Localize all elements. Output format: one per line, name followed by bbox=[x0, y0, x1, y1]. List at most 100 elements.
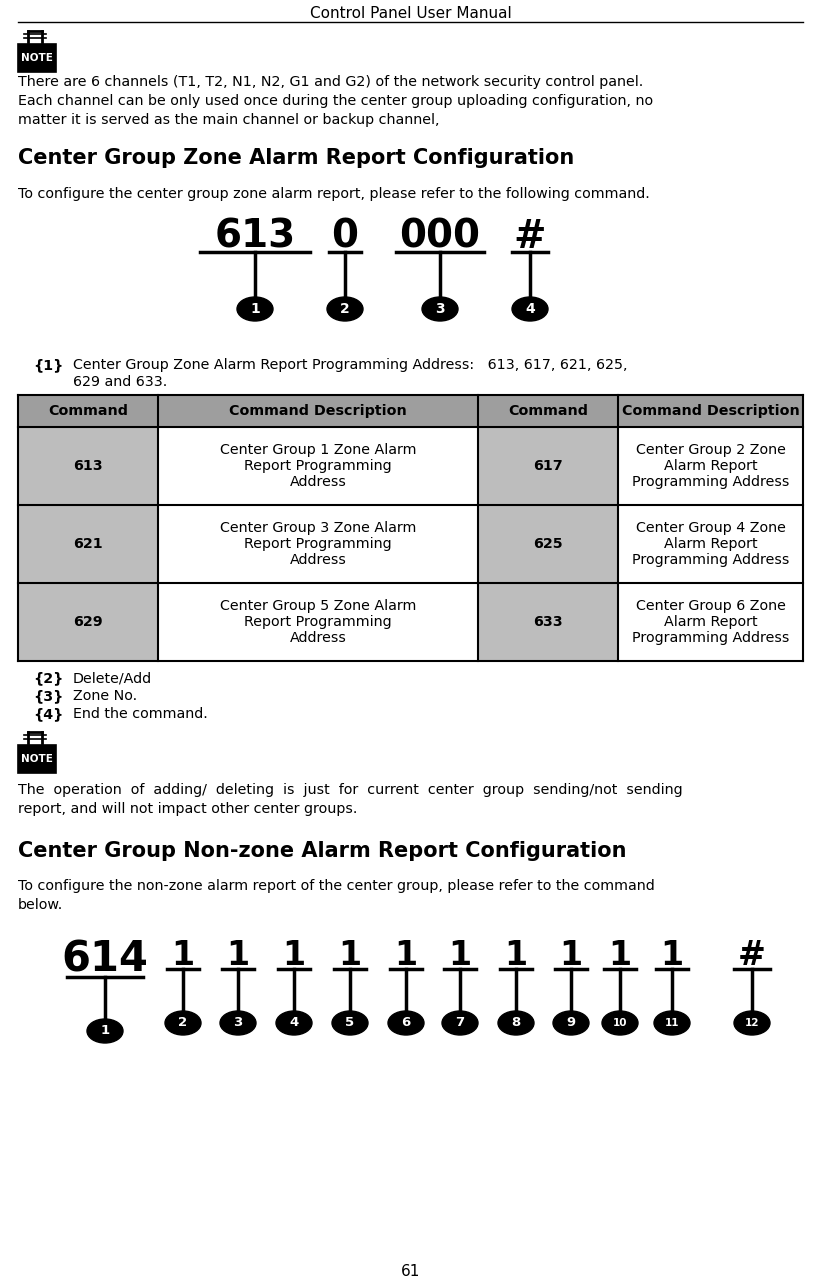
Text: NOTE: NOTE bbox=[21, 754, 53, 764]
Text: 1: 1 bbox=[338, 939, 361, 972]
Text: 614: 614 bbox=[62, 939, 149, 981]
Text: Center Group Zone Alarm Report Configuration: Center Group Zone Alarm Report Configura… bbox=[18, 148, 574, 168]
Text: 1: 1 bbox=[172, 939, 195, 972]
Text: 629: 629 bbox=[73, 615, 103, 629]
Text: Center Group 4 Zone
Alarm Report
Programming Address: Center Group 4 Zone Alarm Report Program… bbox=[632, 521, 789, 567]
Text: Center Group Zone Alarm Report Programming Address:   613, 617, 621, 625,: Center Group Zone Alarm Report Programmi… bbox=[73, 358, 627, 372]
Text: 11: 11 bbox=[665, 1019, 679, 1028]
Ellipse shape bbox=[237, 297, 273, 322]
Text: #: # bbox=[738, 939, 766, 972]
Ellipse shape bbox=[654, 1011, 690, 1035]
Text: 1: 1 bbox=[660, 939, 684, 972]
Ellipse shape bbox=[165, 1011, 201, 1035]
Text: Center Group 6 Zone
Alarm Report
Programming Address: Center Group 6 Zone Alarm Report Program… bbox=[632, 599, 789, 646]
Text: Center Group Non-zone Alarm Report Configuration: Center Group Non-zone Alarm Report Confi… bbox=[18, 841, 626, 862]
Text: 1: 1 bbox=[100, 1025, 109, 1038]
Text: To configure the non-zone alarm report of the center group, please refer to the : To configure the non-zone alarm report o… bbox=[18, 880, 655, 892]
Text: Center Group 3 Zone Alarm
Report Programming
Address: Center Group 3 Zone Alarm Report Program… bbox=[220, 521, 416, 567]
Text: 1: 1 bbox=[608, 939, 631, 972]
FancyBboxPatch shape bbox=[18, 427, 158, 505]
Text: Command Description: Command Description bbox=[229, 404, 407, 418]
Text: 0: 0 bbox=[332, 219, 359, 256]
Text: 4: 4 bbox=[289, 1016, 299, 1030]
Text: 1: 1 bbox=[559, 939, 583, 972]
FancyBboxPatch shape bbox=[158, 427, 478, 505]
Text: 61: 61 bbox=[401, 1264, 420, 1280]
Text: 613: 613 bbox=[214, 219, 296, 256]
FancyBboxPatch shape bbox=[18, 505, 158, 583]
Text: 1: 1 bbox=[227, 939, 250, 972]
Text: matter it is served as the main channel or backup channel,: matter it is served as the main channel … bbox=[18, 113, 439, 127]
Text: 625: 625 bbox=[533, 538, 563, 550]
Text: #: # bbox=[514, 219, 546, 256]
Text: NOTE: NOTE bbox=[21, 53, 53, 63]
Text: 3: 3 bbox=[233, 1016, 243, 1030]
Text: Control Panel User Manual: Control Panel User Manual bbox=[310, 5, 511, 21]
FancyBboxPatch shape bbox=[478, 427, 618, 505]
Text: report, and will not impact other center groups.: report, and will not impact other center… bbox=[18, 802, 357, 817]
Ellipse shape bbox=[498, 1011, 534, 1035]
FancyBboxPatch shape bbox=[18, 583, 158, 661]
Text: 12: 12 bbox=[745, 1019, 759, 1028]
Ellipse shape bbox=[442, 1011, 478, 1035]
FancyBboxPatch shape bbox=[18, 745, 56, 773]
Text: Each channel can be only used once during the center group uploading configurati: Each channel can be only used once durin… bbox=[18, 94, 654, 108]
Text: 617: 617 bbox=[533, 459, 563, 473]
FancyBboxPatch shape bbox=[618, 427, 803, 505]
Text: below.: below. bbox=[18, 898, 63, 912]
Text: Center Group 2 Zone
Alarm Report
Programming Address: Center Group 2 Zone Alarm Report Program… bbox=[632, 442, 789, 489]
Text: {1}: {1} bbox=[33, 358, 63, 372]
Text: Command: Command bbox=[508, 404, 588, 418]
Ellipse shape bbox=[220, 1011, 256, 1035]
Text: 9: 9 bbox=[566, 1016, 576, 1030]
Text: {2}: {2} bbox=[33, 671, 63, 685]
Text: 613: 613 bbox=[73, 459, 103, 473]
Text: End the command.: End the command. bbox=[73, 707, 208, 721]
FancyBboxPatch shape bbox=[18, 44, 56, 72]
FancyBboxPatch shape bbox=[478, 583, 618, 661]
Text: Delete/Add: Delete/Add bbox=[73, 671, 152, 685]
Text: {4}: {4} bbox=[33, 707, 63, 721]
Ellipse shape bbox=[332, 1011, 368, 1035]
Text: Zone No.: Zone No. bbox=[73, 689, 137, 703]
Text: 4: 4 bbox=[525, 302, 534, 316]
Text: 629 and 633.: 629 and 633. bbox=[73, 376, 167, 388]
Text: To configure the center group zone alarm report, please refer to the following c: To configure the center group zone alarm… bbox=[18, 186, 649, 201]
Text: 7: 7 bbox=[456, 1016, 465, 1030]
Ellipse shape bbox=[422, 297, 458, 322]
Ellipse shape bbox=[512, 297, 548, 322]
FancyBboxPatch shape bbox=[158, 583, 478, 661]
Text: 1: 1 bbox=[394, 939, 418, 972]
Text: 2: 2 bbox=[340, 302, 350, 316]
Text: Command: Command bbox=[48, 404, 128, 418]
Text: Command Description: Command Description bbox=[621, 404, 800, 418]
Text: 10: 10 bbox=[612, 1019, 627, 1028]
Text: The  operation  of  adding/  deleting  is  just  for  current  center  group  se: The operation of adding/ deleting is jus… bbox=[18, 783, 682, 797]
Text: 8: 8 bbox=[511, 1016, 521, 1030]
Text: Center Group 1 Zone Alarm
Report Programming
Address: Center Group 1 Zone Alarm Report Program… bbox=[220, 442, 416, 489]
Text: 2: 2 bbox=[178, 1016, 187, 1030]
Text: {3}: {3} bbox=[33, 689, 63, 703]
Text: 3: 3 bbox=[435, 302, 445, 316]
FancyBboxPatch shape bbox=[618, 505, 803, 583]
Text: 1: 1 bbox=[448, 939, 471, 972]
Text: There are 6 channels (T1, T2, N1, N2, G1 and G2) of the network security control: There are 6 channels (T1, T2, N1, N2, G1… bbox=[18, 75, 643, 89]
Text: 621: 621 bbox=[73, 538, 103, 550]
Text: 1: 1 bbox=[282, 939, 305, 972]
Text: 6: 6 bbox=[401, 1016, 410, 1030]
Text: Center Group 5 Zone Alarm
Report Programming
Address: Center Group 5 Zone Alarm Report Program… bbox=[220, 599, 416, 646]
Text: 1: 1 bbox=[504, 939, 528, 972]
Ellipse shape bbox=[388, 1011, 424, 1035]
Ellipse shape bbox=[87, 1019, 123, 1043]
FancyBboxPatch shape bbox=[618, 583, 803, 661]
Text: 000: 000 bbox=[400, 219, 480, 256]
Ellipse shape bbox=[553, 1011, 589, 1035]
FancyBboxPatch shape bbox=[478, 505, 618, 583]
Text: 633: 633 bbox=[533, 615, 563, 629]
Text: 5: 5 bbox=[346, 1016, 355, 1030]
Text: 1: 1 bbox=[250, 302, 260, 316]
FancyBboxPatch shape bbox=[18, 395, 803, 427]
Ellipse shape bbox=[276, 1011, 312, 1035]
Ellipse shape bbox=[602, 1011, 638, 1035]
Ellipse shape bbox=[327, 297, 363, 322]
